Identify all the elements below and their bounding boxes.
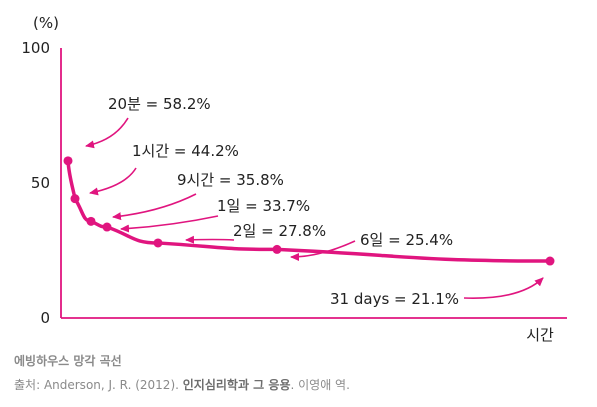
data-point-marker (86, 216, 96, 226)
data-point-marker (70, 194, 80, 204)
data-point-marker (153, 238, 163, 248)
y-tick-label: 50 (31, 174, 50, 192)
caption-source-book: 인지심리학과 그 응용 (182, 378, 291, 392)
data-point-label: 9시간 = 35.8% (177, 171, 284, 189)
data-point-marker (63, 156, 73, 166)
annotation-arrow (120, 215, 219, 233)
y-unit-label: (%) (33, 14, 59, 32)
annotation-arrow (89, 167, 137, 196)
caption-source-prefix: 출처: Anderson, J. R. (2012). (14, 378, 183, 392)
data-point-label: 1일 = 33.7% (217, 197, 310, 215)
data-point-label: 1시간 = 44.2% (132, 142, 239, 160)
forgetting-curve-chart: (%) 0 50 100 시간 20분 = 58.2% 1시간 = 44.2% 9시간 … (21, 14, 567, 344)
annotation-arrow (185, 235, 235, 244)
annotation-arrow (290, 240, 356, 261)
caption-source-suffix: . 이영애 역. (290, 378, 350, 392)
caption-source: 출처: Anderson, J. R. (2012). 인지심리학과 그 응용.… (14, 376, 350, 393)
data-point-label: 6일 = 25.4% (360, 231, 453, 249)
data-point-label: 31 days = 21.1% (330, 290, 459, 308)
annotation-arrow (112, 193, 197, 221)
data-point-marker (272, 244, 282, 254)
y-tick-label: 0 (40, 309, 50, 327)
annotation-arrow (463, 277, 544, 299)
caption-title: 에빙하우스 망각 곡선 (14, 354, 122, 368)
data-point-marker (545, 256, 555, 266)
annotation-arrow (85, 117, 129, 149)
data-point-marker (102, 222, 112, 232)
data-point-label: 2일 = 27.8% (233, 222, 326, 240)
forgetting-curve-line (66, 159, 552, 263)
y-tick-label: 100 (21, 39, 50, 57)
data-point-label: 20분 = 58.2% (108, 95, 211, 113)
x-axis-label: 시간 (526, 326, 554, 344)
